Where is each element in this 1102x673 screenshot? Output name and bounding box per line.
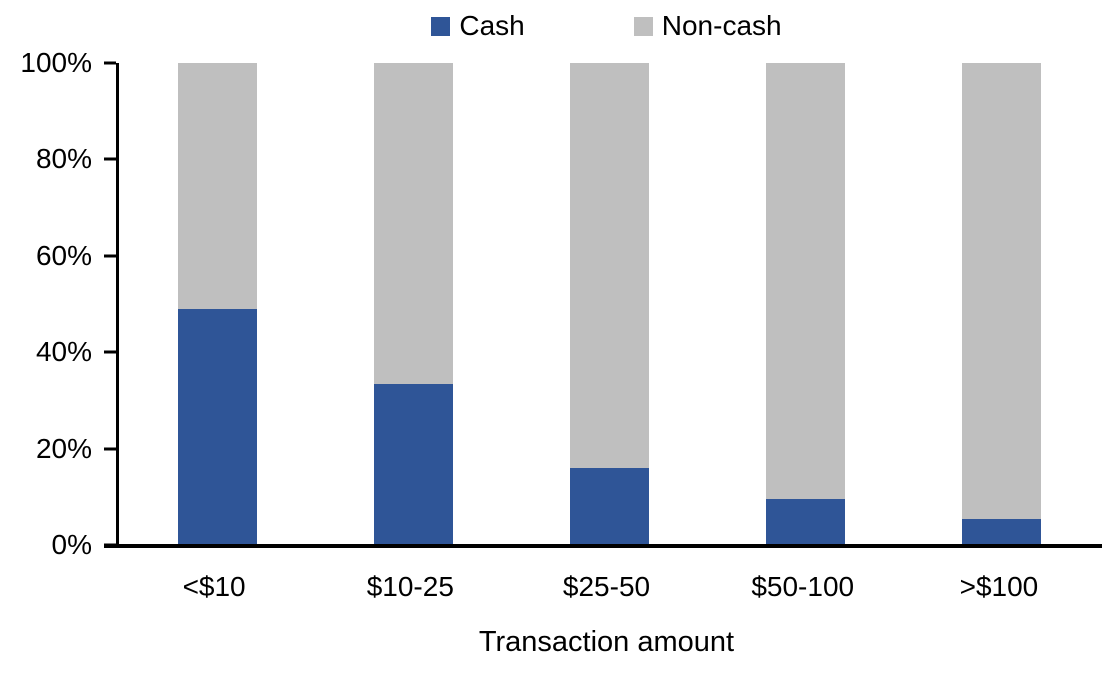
legend-label-noncash: Non-cash bbox=[661, 10, 782, 41]
x-axis-labels: <$10 $10-25 $25-50 $50-100 >$100 bbox=[116, 573, 1097, 601]
legend-label-cash: Cash bbox=[459, 10, 525, 41]
bar-segment-noncash bbox=[373, 63, 453, 384]
x-axis-category-label: >$100 bbox=[959, 571, 1039, 602]
bar-segment-noncash bbox=[962, 63, 1042, 519]
bar-slot bbox=[511, 63, 707, 545]
bar-slot bbox=[904, 63, 1100, 545]
bar-segment-noncash bbox=[570, 63, 649, 468]
x-axis-line bbox=[104, 544, 1102, 548]
legend-item-noncash: Non-cash bbox=[633, 10, 782, 41]
plot-area bbox=[104, 61, 1100, 547]
bar-segment-noncash bbox=[766, 63, 846, 500]
y-axis-tick-mark bbox=[104, 254, 116, 258]
y-axis-tick-mark bbox=[104, 157, 116, 161]
y-axis-tick-label: 80% bbox=[35, 143, 92, 175]
bar-segment-cash bbox=[373, 383, 453, 545]
bars-container bbox=[119, 63, 1100, 545]
x-axis-category-label: <$10 bbox=[182, 571, 246, 602]
bar-segment-cash bbox=[962, 518, 1042, 545]
legend-swatch-cash-icon bbox=[431, 16, 451, 36]
y-axis-tick-label: 20% bbox=[35, 432, 92, 464]
y-axis-tick-mark bbox=[104, 447, 116, 451]
bar-segment-cash bbox=[570, 467, 649, 545]
stacked-bar bbox=[766, 63, 846, 545]
y-axis-tick-mark bbox=[104, 61, 116, 65]
x-axis-category-label: $25-50 bbox=[562, 571, 651, 602]
y-axis-labels: 100% 80% 60% 40% 20% 0% bbox=[0, 49, 98, 559]
legend: Cash Non-cash bbox=[116, 12, 1097, 40]
x-axis-category-label: $50-100 bbox=[751, 571, 855, 602]
bar-slot bbox=[708, 63, 904, 545]
legend-item-cash: Cash bbox=[431, 10, 525, 41]
y-axis-tick-mark bbox=[104, 350, 116, 354]
y-axis-tick-label: 0% bbox=[51, 529, 92, 560]
x-axis-title: Transaction amount bbox=[478, 626, 735, 658]
bar-slot bbox=[119, 63, 315, 545]
legend-swatch-noncash-icon bbox=[633, 16, 653, 36]
y-axis-tick-label: 60% bbox=[35, 239, 92, 271]
stacked-bar bbox=[570, 63, 649, 545]
stacked-bar bbox=[177, 63, 257, 545]
bar-segment-noncash bbox=[177, 63, 257, 309]
x-axis-category-label: $10-25 bbox=[366, 571, 454, 602]
y-axis-tick-label: 40% bbox=[35, 336, 92, 368]
bar-slot bbox=[315, 63, 511, 545]
stacked-bar bbox=[373, 63, 453, 545]
bar-segment-cash bbox=[177, 308, 257, 545]
y-axis-tick-label: 100% bbox=[20, 47, 92, 78]
bar-segment-cash bbox=[766, 499, 846, 545]
stacked-bar bbox=[962, 63, 1042, 545]
